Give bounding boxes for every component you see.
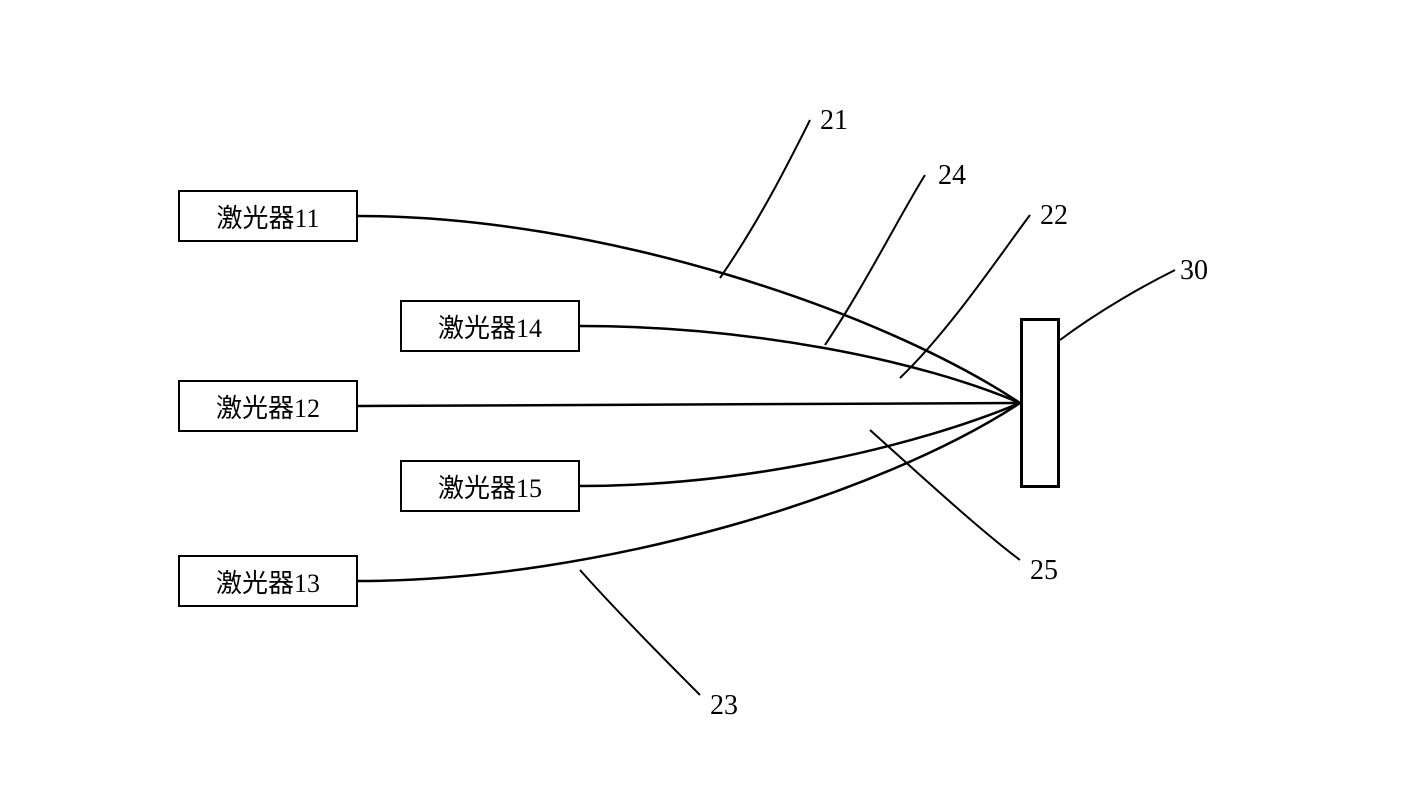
label-25: 25 [1030,555,1058,587]
label-22: 22 [1040,200,1068,232]
label-21: 21 [820,105,848,137]
label-30: 30 [1180,255,1208,287]
laser-label-15: 激光器15 [438,468,542,505]
label-24: 24 [938,160,966,192]
laser-label-14: 激光器14 [438,308,542,345]
leader-21 [720,120,810,278]
leader-30 [1060,270,1175,340]
leader-23 [580,570,700,695]
target-box-30 [1020,318,1060,488]
leader-24 [825,175,925,345]
beam-path-22 [358,403,1020,406]
laser-box-12: 激光器12 [178,380,358,432]
laser-label-13: 激光器13 [216,563,320,600]
label-23: 23 [710,690,738,722]
laser-box-11: 激光器11 [178,190,358,242]
leader-22 [900,215,1030,378]
laser-label-12: 激光器12 [216,388,320,425]
beam-path-24 [580,326,1020,403]
laser-box-15: 激光器15 [400,460,580,512]
laser-box-14: 激光器14 [400,300,580,352]
leader-25 [870,430,1020,560]
laser-label-11: 激光器11 [216,198,319,235]
beam-path-25 [580,403,1020,486]
laser-box-13: 激光器13 [178,555,358,607]
